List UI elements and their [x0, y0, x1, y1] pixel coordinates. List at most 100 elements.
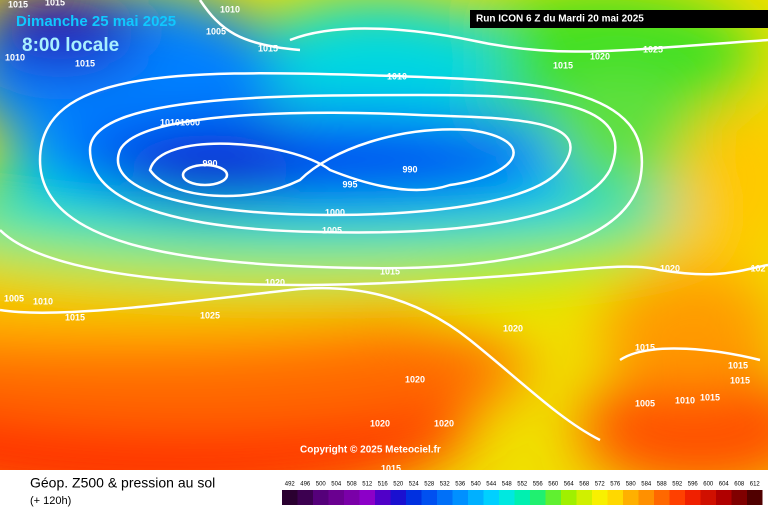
- isobar-label: 1020: [265, 277, 285, 287]
- isobar-label: 1015: [45, 0, 65, 7]
- scale-cell: [685, 490, 701, 505]
- scale-label: 492: [285, 482, 296, 488]
- isobar-label: 1015: [258, 43, 278, 53]
- isobar-label: 1010: [220, 4, 240, 14]
- scale-label: 572: [595, 482, 606, 488]
- scale-cell: [328, 490, 344, 505]
- scale-cell: [514, 490, 530, 505]
- scale-cell: [576, 490, 592, 505]
- scale-cell: [421, 490, 437, 505]
- scale-cell: [592, 490, 608, 505]
- footer-title: Géop. Z500 & pression au sol: [30, 475, 215, 491]
- isobar-label: 995: [342, 179, 357, 189]
- scale-label: 576: [610, 482, 621, 488]
- isobar-label: 1025: [643, 44, 663, 54]
- time: 8:00 locale: [22, 35, 119, 56]
- scale-cell: [669, 490, 685, 505]
- scale-cell: [483, 490, 499, 505]
- isobar-label: 1010: [5, 52, 25, 62]
- isobar-label: 1020: [503, 323, 523, 333]
- scale-label: 500: [316, 482, 327, 488]
- scale-label: 496: [300, 482, 311, 488]
- run-info: Run ICON 6 Z du Mardi 20 mai 2025: [476, 14, 644, 25]
- scale-label: 520: [393, 482, 404, 488]
- isobar-label: 1020: [660, 263, 680, 273]
- isobar-label: 1000: [325, 207, 345, 217]
- isobar-label: 1000: [180, 117, 200, 127]
- isobar-label: 102: [750, 263, 765, 273]
- scale-cell: [731, 490, 747, 505]
- isobar-label: 1020: [434, 418, 454, 428]
- scale-label: 588: [657, 482, 668, 488]
- scale-cell: [530, 490, 546, 505]
- isobar-label: 1015: [700, 392, 720, 402]
- scale-cell: [390, 490, 406, 505]
- scale-label: 560: [548, 482, 559, 488]
- isobar-label: 1020: [590, 51, 610, 61]
- scale-label: 580: [626, 482, 637, 488]
- isobar-label: 1005: [206, 26, 226, 36]
- run-box: [470, 10, 768, 28]
- isobar-label: 1020: [370, 418, 390, 428]
- isobar-label: 1015: [75, 58, 95, 68]
- isobar-label: 1005: [4, 293, 24, 303]
- scale-label: 508: [347, 482, 358, 488]
- isobar-label: 990: [202, 158, 217, 168]
- scale-cell: [359, 490, 375, 505]
- isobar-label: 1010: [387, 71, 407, 81]
- scale-cell: [282, 490, 298, 505]
- footer-subtitle: (+ 120h): [30, 495, 71, 507]
- scale-label: 552: [517, 482, 528, 488]
- scale-cell: [700, 490, 716, 505]
- isobar-label: 1015: [381, 463, 401, 473]
- scale-cell: [468, 490, 484, 505]
- scale-cell: [545, 490, 561, 505]
- isobar-label: 1015: [635, 342, 655, 352]
- scale-label: 544: [486, 482, 497, 488]
- scale-cell: [437, 490, 453, 505]
- scale-cell: [375, 490, 391, 505]
- scale-cell: [297, 490, 313, 505]
- isobar-labels: 1015 1015 1010 1005 1015 1010 1015 1010 1015 1020…: [4, 0, 766, 473]
- scale-label: 524: [409, 482, 420, 488]
- scale-label: 516: [378, 482, 389, 488]
- scale-cell: [747, 490, 763, 505]
- scale-label: 608: [734, 482, 745, 488]
- isobar-label: 1010: [33, 296, 53, 306]
- scale-cell: [406, 490, 422, 505]
- isobar-label: 1015: [730, 375, 750, 385]
- scale-cell: [716, 490, 732, 505]
- scale-label: 532: [440, 482, 451, 488]
- scale-label: 592: [672, 482, 683, 488]
- isobar-label: 1015: [553, 60, 573, 70]
- scale-cell: [313, 490, 329, 505]
- scale-label: 584: [641, 482, 652, 488]
- date: Dimanche 25 mai 2025: [16, 13, 176, 30]
- scale-label: 512: [362, 482, 373, 488]
- scale-cell: [638, 490, 654, 505]
- scale-cell: [623, 490, 639, 505]
- scale-cell: [499, 490, 515, 505]
- isobar-label: 1015: [8, 0, 28, 9]
- scale-cell: [452, 490, 468, 505]
- scale-label: 564: [564, 482, 575, 488]
- scale-label: 556: [533, 482, 544, 488]
- isobar-label: 1010: [160, 117, 180, 127]
- isobar-label: 1015: [380, 266, 400, 276]
- isobars: [0, 0, 768, 442]
- scale-cell: [561, 490, 577, 505]
- scale-label: 612: [750, 482, 761, 488]
- scale-cell: [344, 490, 360, 505]
- isobar-label: 990: [402, 164, 417, 174]
- isobar-label: 1025: [200, 310, 220, 320]
- scale-label: 604: [719, 482, 730, 488]
- color-scale: 492 496 500 504 508 512 516 520 524 528 532 536 540 5…: [282, 482, 763, 505]
- isobar-label: 1005: [635, 398, 655, 408]
- isobar-label: 1010: [675, 395, 695, 405]
- scale-label: 568: [579, 482, 590, 488]
- scale-label: 540: [471, 482, 482, 488]
- scale-label: 600: [703, 482, 714, 488]
- isobar-label: 1020: [405, 374, 425, 384]
